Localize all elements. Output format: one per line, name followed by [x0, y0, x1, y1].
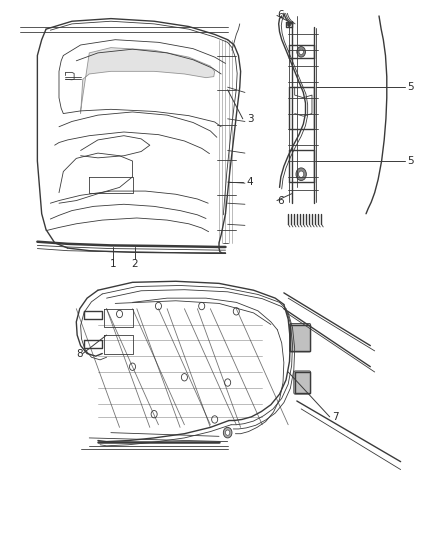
Text: 7: 7 [332, 412, 339, 422]
Text: 1: 1 [110, 259, 117, 269]
Circle shape [233, 308, 239, 315]
Circle shape [299, 171, 304, 177]
Text: 6: 6 [277, 196, 284, 206]
FancyBboxPatch shape [294, 371, 311, 394]
FancyBboxPatch shape [290, 324, 311, 352]
Circle shape [181, 374, 187, 381]
Text: 8: 8 [76, 349, 83, 359]
Circle shape [296, 168, 306, 181]
Circle shape [287, 22, 291, 27]
Circle shape [199, 302, 205, 310]
Text: 2: 2 [131, 259, 138, 269]
Circle shape [223, 427, 232, 438]
Circle shape [212, 416, 218, 423]
Text: 4: 4 [247, 177, 253, 187]
Circle shape [117, 310, 123, 318]
Text: 3: 3 [247, 114, 253, 124]
Circle shape [225, 379, 231, 386]
Text: 5: 5 [407, 82, 414, 92]
Circle shape [297, 46, 305, 57]
Text: 5: 5 [407, 156, 414, 166]
Circle shape [155, 302, 162, 310]
Text: 6: 6 [277, 11, 284, 20]
Circle shape [130, 363, 135, 370]
Circle shape [226, 430, 230, 435]
Polygon shape [81, 47, 215, 114]
Circle shape [151, 410, 157, 418]
Circle shape [299, 49, 304, 54]
